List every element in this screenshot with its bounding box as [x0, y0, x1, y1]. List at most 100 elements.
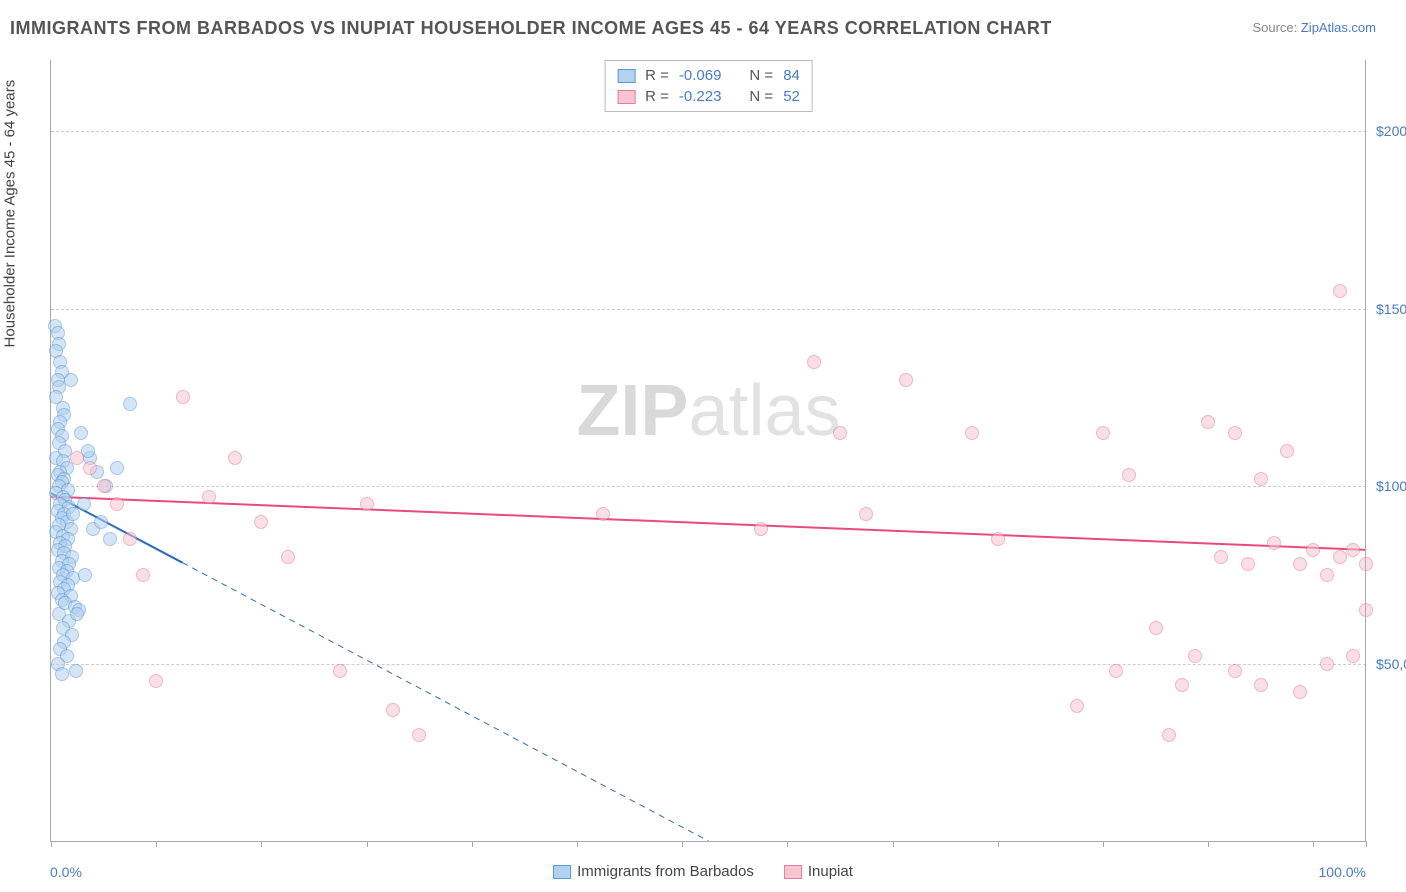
legend-swatch	[617, 90, 635, 104]
data-point-series-1	[333, 664, 347, 678]
x-tick-mark	[472, 841, 473, 847]
data-point-series-1	[965, 426, 979, 440]
data-point-series-1	[97, 479, 111, 493]
data-point-series-0	[77, 497, 91, 511]
data-point-series-1	[360, 497, 374, 511]
stat-n-label: N =	[749, 88, 773, 105]
x-tick-mark	[577, 841, 578, 847]
data-point-series-1	[833, 426, 847, 440]
data-point-series-0	[103, 532, 117, 546]
data-point-series-0	[94, 515, 108, 529]
data-point-series-1	[1096, 426, 1110, 440]
stat-legend-row: R = -0.223 N = 52	[617, 86, 800, 107]
stat-r-value: -0.223	[679, 88, 722, 105]
x-tick-mark	[1208, 841, 1209, 847]
data-point-series-1	[1149, 621, 1163, 635]
data-point-series-1	[386, 703, 400, 717]
stat-n-label: N =	[749, 67, 773, 84]
data-point-series-1	[202, 490, 216, 504]
y-axis-title: Householder Income Ages 45 - 64 years	[2, 80, 19, 348]
y-tick-label: $200,000	[1376, 123, 1406, 139]
data-point-series-1	[1346, 543, 1360, 557]
data-point-series-1	[1280, 444, 1294, 458]
y-tick-label: $150,000	[1376, 301, 1406, 317]
data-point-series-1	[1241, 557, 1255, 571]
data-point-series-1	[254, 515, 268, 529]
data-point-series-1	[1346, 649, 1360, 663]
stat-r-label: R =	[645, 67, 669, 84]
data-point-series-1	[149, 674, 163, 688]
stat-n-value: 52	[783, 88, 800, 105]
data-point-series-1	[1188, 649, 1202, 663]
watermark-light: atlas	[688, 371, 840, 451]
data-point-series-1	[596, 507, 610, 521]
source-link[interactable]: ZipAtlas.com	[1301, 20, 1376, 35]
x-tick-mark	[787, 841, 788, 847]
data-point-series-0	[110, 461, 124, 475]
chart-title: IMMIGRANTS FROM BARBADOS VS INUPIAT HOUS…	[10, 18, 1052, 39]
stat-legend-box: R = -0.069 N = 84 R = -0.223 N = 52	[604, 60, 813, 112]
data-point-series-1	[281, 550, 295, 564]
stat-r-value: -0.069	[679, 67, 722, 84]
data-point-series-1	[1306, 543, 1320, 557]
source-attribution: Source: ZipAtlas.com	[1252, 20, 1376, 35]
grid-line	[51, 664, 1366, 665]
data-point-series-1	[1070, 699, 1084, 713]
legend-swatch	[784, 865, 802, 879]
grid-line	[51, 131, 1366, 132]
data-point-series-1	[1293, 557, 1307, 571]
data-point-series-1	[1254, 678, 1268, 692]
data-point-series-1	[1122, 468, 1136, 482]
y-tick-label: $50,000	[1376, 656, 1406, 672]
data-point-series-1	[859, 507, 873, 521]
data-point-series-1	[123, 532, 137, 546]
grid-line	[51, 309, 1366, 310]
y-tick-label: $100,000	[1376, 478, 1406, 494]
x-tick-mark	[367, 841, 368, 847]
x-tick-mark	[1366, 841, 1367, 847]
watermark: ZIPatlas	[576, 370, 840, 452]
legend-label: Inupiat	[808, 863, 853, 880]
data-point-series-1	[1359, 603, 1373, 617]
data-point-series-1	[754, 522, 768, 536]
data-point-series-1	[228, 451, 242, 465]
regression-lines-layer	[51, 60, 1366, 841]
stat-n-value: 84	[783, 67, 800, 84]
watermark-bold: ZIP	[576, 371, 688, 451]
data-point-series-1	[1109, 664, 1123, 678]
x-tick-mark	[51, 841, 52, 847]
stat-r-label: R =	[645, 88, 669, 105]
x-axis-label-min: 0.0%	[50, 864, 82, 880]
bottom-legend: Immigrants from BarbadosInupiat	[553, 863, 853, 880]
stat-legend-row: R = -0.069 N = 84	[617, 65, 800, 86]
data-point-series-0	[55, 667, 69, 681]
data-point-series-1	[176, 390, 190, 404]
grid-line	[51, 486, 1366, 487]
data-point-series-0	[70, 607, 84, 621]
data-point-series-1	[1162, 728, 1176, 742]
data-point-series-0	[69, 664, 83, 678]
data-point-series-1	[70, 451, 84, 465]
data-point-series-1	[83, 461, 97, 475]
data-point-series-1	[1267, 536, 1281, 550]
data-point-series-1	[110, 497, 124, 511]
source-prefix: Source:	[1252, 20, 1300, 35]
data-point-series-1	[1201, 415, 1215, 429]
x-tick-mark	[1103, 841, 1104, 847]
data-point-series-1	[1228, 426, 1242, 440]
data-point-series-0	[123, 397, 137, 411]
x-tick-mark	[156, 841, 157, 847]
data-point-series-0	[66, 507, 80, 521]
data-point-series-1	[1214, 550, 1228, 564]
x-axis-label-max: 100.0%	[1319, 864, 1366, 880]
data-point-series-1	[1293, 685, 1307, 699]
data-point-series-1	[412, 728, 426, 742]
data-point-series-1	[1320, 657, 1334, 671]
data-point-series-1	[1333, 550, 1347, 564]
data-point-series-1	[991, 532, 1005, 546]
data-point-series-1	[1228, 664, 1242, 678]
x-tick-mark	[893, 841, 894, 847]
data-point-series-1	[1175, 678, 1189, 692]
data-point-series-0	[74, 426, 88, 440]
data-point-series-1	[807, 355, 821, 369]
